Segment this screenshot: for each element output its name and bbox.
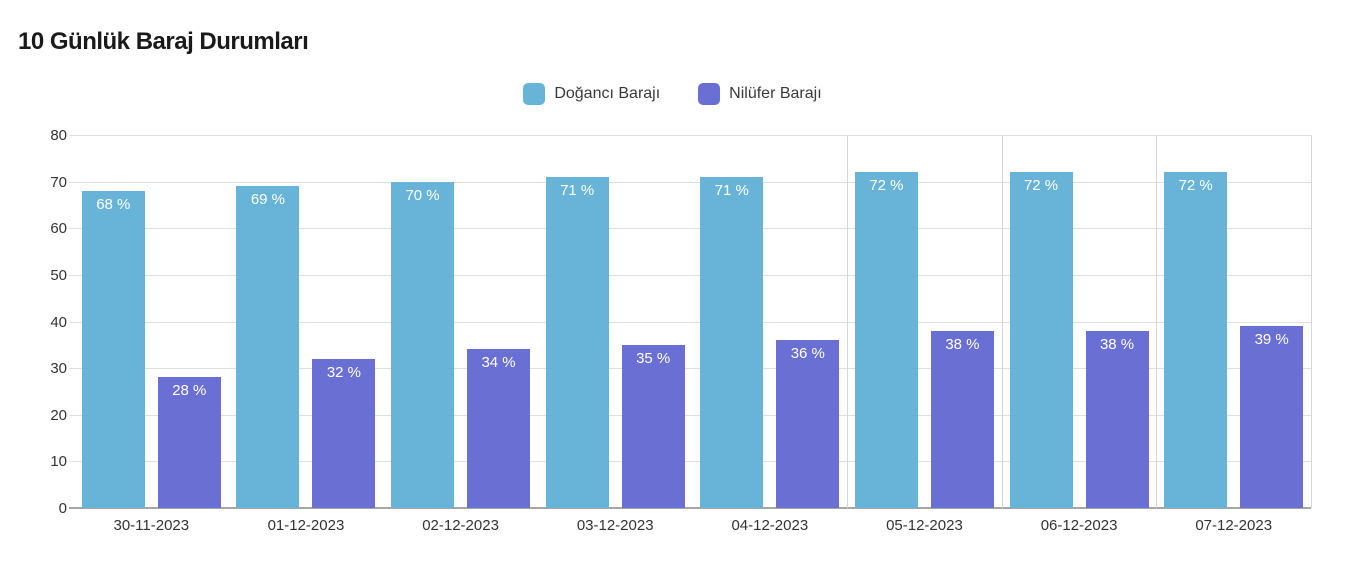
x-axis-label: 05-12-2023 xyxy=(886,517,963,534)
bar-value-label: 70 % xyxy=(405,186,440,204)
page-title: 10 Günlük Baraj Durumları xyxy=(18,28,309,55)
x-axis-label: 01-12-2023 xyxy=(267,517,345,534)
bar-value-label: 39 % xyxy=(1254,331,1289,349)
legend-item-nilufer[interactable]: Nilüfer Barajı xyxy=(698,83,822,105)
bar-value-label: 32 % xyxy=(326,363,362,381)
bar-nilufer-03-12-2023[interactable]: 35 % xyxy=(621,344,685,508)
horizontal-gridline xyxy=(69,228,1311,230)
y-axis-tick-label: 60 xyxy=(50,220,67,238)
x-axis-baseline xyxy=(69,507,1311,509)
vertical-gridline xyxy=(1311,135,1312,508)
bar-doganci-01-12-2023[interactable]: 69 % xyxy=(236,186,300,508)
legend-item-doganci[interactable]: Doğancı Barajı xyxy=(523,83,660,105)
y-axis-tick-label: 50 xyxy=(50,266,67,284)
bar-nilufer-05-12-2023[interactable]: 38 % xyxy=(930,330,994,508)
bar-value-label: 34 % xyxy=(481,354,516,372)
bar-value-label: 38 % xyxy=(1099,335,1135,353)
bar-doganci-05-12-2023[interactable]: 72 % xyxy=(854,172,918,508)
bar-value-label: 72 % xyxy=(869,177,904,195)
horizontal-gridline xyxy=(69,274,1311,276)
y-axis-tick-label: 40 xyxy=(50,313,67,331)
bar-value-label: 71 % xyxy=(560,181,595,199)
bar-value-label: 72 % xyxy=(1023,177,1059,195)
horizontal-gridline xyxy=(69,368,1311,370)
bar-value-label: 38 % xyxy=(945,335,980,353)
legend-swatch-nilufer xyxy=(698,83,721,105)
y-axis-tick-label: 20 xyxy=(50,406,67,424)
bar-doganci-30-11-2023[interactable]: 68 % xyxy=(81,190,145,508)
bar-nilufer-06-12-2023[interactable]: 38 % xyxy=(1085,330,1149,508)
bar-value-label: 35 % xyxy=(636,349,671,367)
legend-swatch-doganci xyxy=(523,83,546,105)
bar-nilufer-07-12-2023[interactable]: 39 % xyxy=(1240,326,1304,508)
x-axis-label: 04-12-2023 xyxy=(731,517,809,534)
x-axis-label: 06-12-2023 xyxy=(1040,517,1118,534)
bar-nilufer-02-12-2023[interactable]: 34 % xyxy=(467,349,531,508)
y-axis-tick-label: 10 xyxy=(50,453,67,471)
bar-nilufer-30-11-2023[interactable]: 28 % xyxy=(157,377,221,508)
vertical-gridline xyxy=(1001,135,1003,508)
x-axis-label: 30-11-2023 xyxy=(113,517,190,534)
bar-value-label: 71 % xyxy=(714,181,749,199)
bar-doganci-03-12-2023[interactable]: 71 % xyxy=(545,176,609,508)
y-axis-tick-label: 70 xyxy=(50,173,67,191)
chart-legend: Doğancı Barajı Nilüfer Barajı xyxy=(0,83,1345,105)
bar-value-label: 68 % xyxy=(96,195,131,213)
x-axis-label: 03-12-2023 xyxy=(576,517,654,534)
bar-doganci-02-12-2023[interactable]: 70 % xyxy=(391,181,455,508)
horizontal-gridline xyxy=(69,461,1311,463)
horizontal-gridline xyxy=(69,135,1311,136)
bar-nilufer-04-12-2023[interactable]: 36 % xyxy=(776,340,840,508)
bar-value-label: 72 % xyxy=(1178,177,1213,195)
x-axis-label: 02-12-2023 xyxy=(422,517,499,534)
bar-nilufer-01-12-2023[interactable]: 32 % xyxy=(312,358,376,508)
vertical-gridline xyxy=(1156,135,1158,508)
vertical-gridline xyxy=(847,135,849,508)
bar-doganci-06-12-2023[interactable]: 72 % xyxy=(1009,172,1073,508)
x-axis-label: 07-12-2023 xyxy=(1195,517,1273,534)
legend-label-nilufer: Nilüfer Barajı xyxy=(729,85,822,102)
legend-label-doganci: Doğancı Barajı xyxy=(554,85,661,102)
y-axis-tick-label: 30 xyxy=(50,360,67,378)
bar-doganci-07-12-2023[interactable]: 72 % xyxy=(1164,172,1228,508)
bar-value-label: 36 % xyxy=(790,345,825,363)
horizontal-gridline xyxy=(69,321,1311,323)
y-axis-tick-label: 0 xyxy=(58,500,67,517)
horizontal-gridline xyxy=(69,414,1311,416)
bar-value-label: 69 % xyxy=(250,191,286,209)
bar-value-label: 28 % xyxy=(172,382,207,400)
y-axis-tick-label: 80 xyxy=(50,127,67,144)
bar-doganci-04-12-2023[interactable]: 71 % xyxy=(700,176,764,508)
horizontal-gridline xyxy=(69,181,1311,183)
